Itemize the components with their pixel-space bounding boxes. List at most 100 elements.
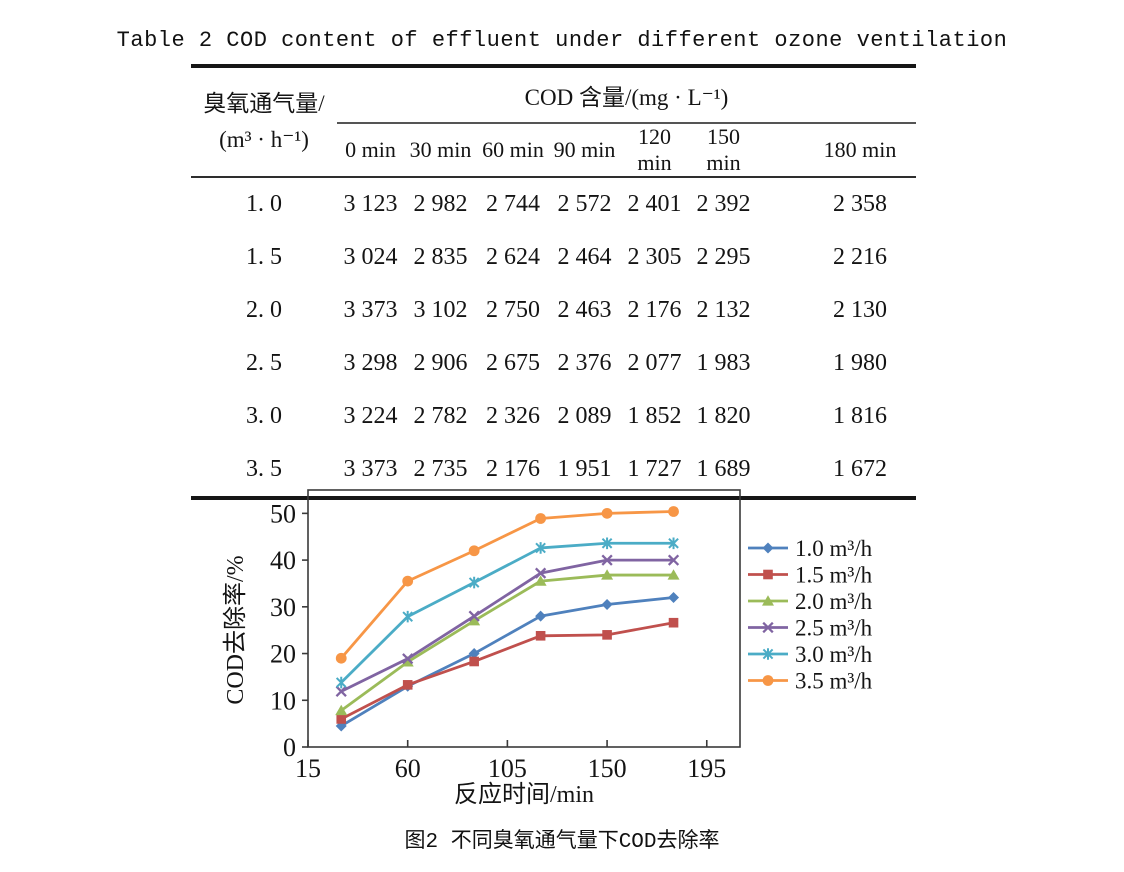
- asterisk-marker-icon: [601, 537, 613, 550]
- table-cell: 2 392: [696, 191, 751, 217]
- series-line: [340, 541, 674, 684]
- table-row: 1. 5 3 024 2 835 2 624 2 464 2 305 2 295 2 216: [191, 231, 916, 284]
- asterisk-marker-icon: [335, 676, 347, 689]
- legend-item: 1.5 m³/h: [748, 563, 873, 588]
- diamond-marker-icon: [535, 610, 547, 622]
- time-header-cell: 120 min: [637, 124, 672, 175]
- time-header-cell: 0 min: [345, 137, 396, 162]
- series-line: [340, 510, 674, 660]
- table-cell: 2 624: [486, 244, 540, 270]
- table-cell: 2 906: [413, 350, 468, 376]
- table-title: Table 2 COD content of effluent under di…: [116, 28, 1008, 53]
- series-line: [340, 621, 674, 721]
- table-cell: 2 982: [413, 191, 468, 217]
- triangle-marker-icon: [335, 704, 348, 716]
- table-row: 1. 0 3 123 2 982 2 744 2 572 2 401 2 392 2 358: [191, 177, 916, 231]
- flow-cell: 1. 5: [246, 244, 282, 270]
- x-marker-icon: [468, 610, 480, 622]
- table-cell: 1 951: [557, 456, 612, 482]
- time-header-cell: 180 min: [823, 137, 897, 162]
- circle-marker-icon: [335, 652, 347, 664]
- flow-cell: 2. 0: [246, 297, 282, 323]
- square-marker-icon: [763, 569, 773, 580]
- table-cell: 2 735: [413, 456, 468, 482]
- legend-item: 1.0 m³/h: [748, 536, 873, 561]
- cod-table: 臭氧通气量/ (m³ · h⁻¹) COD 含量/(mg · L⁻¹) 0 mi…: [191, 64, 916, 500]
- square-marker-icon: [336, 714, 347, 724]
- circle-marker-icon: [601, 507, 613, 519]
- table-cell: 3 298: [343, 350, 398, 376]
- x-marker-icon: [762, 621, 774, 634]
- table-cell: 2 358: [833, 191, 887, 217]
- table-cell: 1 820: [696, 403, 751, 429]
- flow-cell: 1. 0: [246, 191, 282, 217]
- y-tick-label: 0: [283, 733, 296, 762]
- table-cell: 3 102: [413, 297, 468, 323]
- triangle-marker-icon: [601, 569, 614, 580]
- legend-label: 1.0 m³/h: [795, 536, 873, 561]
- legend-label: 1.5 m³/h: [795, 563, 873, 588]
- time-header-cell: 60 min: [482, 137, 544, 162]
- y-tick-label: 30: [270, 593, 296, 622]
- legend-label: 3.5 m³/h: [795, 669, 873, 694]
- cod-content-span-header: COD 含量/(mg · L⁻¹): [337, 66, 916, 124]
- series-3.0-m-h: [335, 537, 679, 689]
- series-3.5-m-h: [335, 506, 679, 664]
- table-cell: 2 089: [557, 403, 612, 429]
- table-cell: 2 750: [486, 297, 540, 323]
- legend-label: 2.5 m³/h: [795, 616, 873, 641]
- flow-header-line2: (m³ · h⁻¹): [219, 127, 309, 152]
- table-cell: 2 572: [557, 191, 612, 217]
- table-cell: 2 326: [486, 403, 540, 429]
- asterisk-marker-icon: [535, 542, 546, 554]
- table-cell: 1 983: [696, 350, 751, 376]
- y-tick-label: 40: [270, 546, 296, 575]
- triangle-marker-icon: [667, 569, 680, 580]
- x-marker-icon: [601, 554, 613, 566]
- table-cell: 2 401: [627, 191, 682, 217]
- table-cell: 2 176: [486, 456, 540, 482]
- square-marker-icon: [535, 630, 546, 641]
- y-tick-label: 10: [270, 686, 296, 715]
- table-cell: 2 464: [557, 244, 612, 270]
- table-cell: 3 024: [343, 244, 398, 270]
- table-cell: 3 373: [343, 456, 398, 482]
- table-cell: 1 689: [696, 456, 751, 482]
- plot-frame: [307, 489, 741, 748]
- time-header-cell: 150 min: [706, 124, 741, 175]
- legend-item: 2.5 m³/h: [748, 616, 873, 641]
- circle-marker-icon: [762, 675, 774, 686]
- legend-item: 3.5 m³/h: [748, 669, 873, 694]
- triangle-marker-icon: [762, 595, 774, 606]
- table-row: 3. 0 3 224 2 782 2 326 2 089 1 852 1 820 1 816: [191, 390, 916, 443]
- table-cell: 1 672: [833, 456, 887, 482]
- diamond-marker-icon: [468, 648, 480, 660]
- x-tick-label: 150: [588, 754, 627, 783]
- triangle-marker-icon: [534, 575, 547, 586]
- time-header-row: 0 min 30 min 60 min 90 min 120 min 150 min 180…: [191, 123, 916, 177]
- table-cell: 1 980: [833, 350, 887, 376]
- diamond-marker-icon: [335, 720, 347, 732]
- table-cell: 2 176: [627, 297, 682, 323]
- table-cell: 2 744: [486, 191, 540, 217]
- flow-cell: 3. 0: [246, 403, 282, 429]
- asterisk-marker-icon: [762, 648, 774, 660]
- y-tick-label: 20: [270, 640, 296, 669]
- diamond-marker-icon: [762, 542, 774, 554]
- table-header: 臭氧通气量/ (m³ · h⁻¹) COD 含量/(mg · L⁻¹) 0 mi…: [191, 66, 916, 177]
- table-row: 2. 5 3 298 2 906 2 675 2 376 2 077 1 983 1 980: [191, 337, 916, 390]
- x-tick-label: 105: [488, 754, 527, 783]
- square-marker-icon: [602, 630, 612, 640]
- table-cell: 2 130: [833, 297, 887, 323]
- table-cell: 2 077: [627, 350, 682, 376]
- series-2.0-m-h: [335, 569, 680, 716]
- legend-label: 2.0 m³/h: [795, 589, 873, 614]
- flow-cell: 2. 5: [246, 350, 282, 376]
- x-tick-label: 15: [295, 754, 321, 783]
- circle-marker-icon: [468, 545, 480, 557]
- table-cell: 2 295: [696, 244, 751, 270]
- table-cell: 2 132: [696, 297, 751, 323]
- series-1.0-m-h: [335, 591, 680, 732]
